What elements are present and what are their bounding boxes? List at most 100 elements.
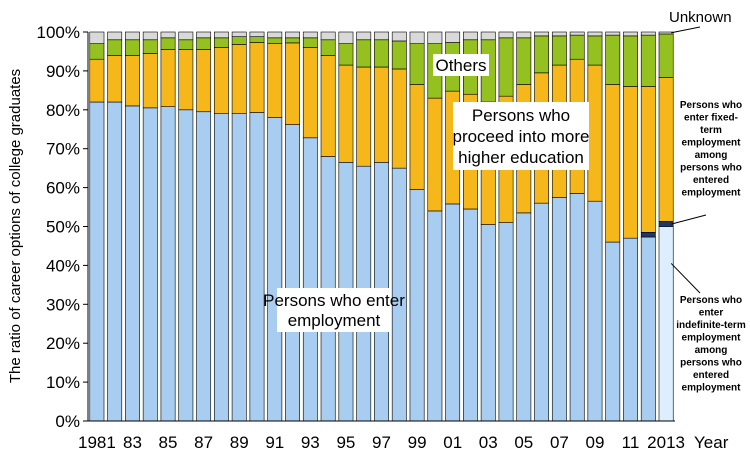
bar-segment bbox=[125, 39, 140, 56]
annotation-indefinite-term-line: entered bbox=[693, 370, 729, 381]
bar-segment bbox=[302, 37, 318, 48]
bar-segment bbox=[445, 203, 461, 422]
annotation-higher-education-line: proceed into more bbox=[452, 127, 589, 146]
bar-segment bbox=[107, 101, 123, 422]
x-tick-label: 09 bbox=[586, 433, 605, 452]
bar-segment bbox=[267, 117, 283, 422]
bar-segment bbox=[640, 236, 656, 422]
bars-layer bbox=[89, 31, 674, 422]
x-tick-label: 05 bbox=[514, 433, 533, 452]
bar-segment bbox=[463, 31, 478, 41]
bar-segment bbox=[409, 43, 425, 85]
bar-segment bbox=[374, 31, 389, 41]
bar-segment bbox=[196, 31, 212, 39]
bar-segment bbox=[623, 237, 638, 422]
bar-segment bbox=[463, 208, 478, 422]
annotation-indefinite-term-line: among bbox=[695, 345, 728, 356]
bar-segment bbox=[516, 37, 532, 85]
leader-indefinite-term bbox=[670, 263, 701, 294]
bar-segment bbox=[427, 97, 443, 212]
annotation-fixed-term-line: among bbox=[695, 150, 728, 161]
bar-segment bbox=[178, 31, 194, 41]
bar-segment bbox=[320, 39, 336, 56]
bar-segment bbox=[605, 84, 621, 243]
annotation-employment-line: Persons who enter bbox=[263, 291, 405, 310]
bar-segment bbox=[498, 37, 514, 97]
bar-segment bbox=[142, 31, 158, 41]
bar-segment bbox=[587, 200, 603, 422]
annotation-fixed-term-line: Persons who bbox=[680, 100, 742, 111]
bar-segment bbox=[249, 31, 265, 37]
bar-segment bbox=[605, 241, 621, 422]
annotation-fixed-term-line: term bbox=[700, 125, 722, 136]
bar-segment bbox=[160, 49, 176, 107]
bar-segment bbox=[302, 47, 318, 139]
label-bg-higher-education bbox=[453, 102, 589, 170]
bar-segment bbox=[285, 124, 300, 422]
annotation-indefinite-term-line: Persons who bbox=[680, 295, 742, 306]
bar-segment bbox=[551, 197, 567, 422]
x-tick-label: 85 bbox=[159, 433, 178, 452]
bar-segment bbox=[480, 224, 496, 422]
annotation-fixed-term-line: entered bbox=[693, 175, 729, 186]
bar-segment bbox=[587, 64, 603, 202]
x-tick-label: 87 bbox=[194, 433, 213, 452]
bar-segment bbox=[285, 42, 300, 125]
bar-segment bbox=[213, 31, 229, 39]
bar-segment bbox=[231, 44, 247, 114]
bar-segment bbox=[249, 42, 265, 113]
bar-segment bbox=[640, 34, 656, 87]
x-tick-label: 01 bbox=[443, 433, 462, 452]
y-tick-label: 0% bbox=[55, 412, 80, 431]
bar-segment bbox=[551, 31, 567, 37]
bar-segment bbox=[89, 31, 105, 44]
bar-segment bbox=[178, 49, 194, 111]
x-tick-label: 11 bbox=[622, 433, 640, 452]
bar-segment bbox=[285, 31, 300, 39]
y-tick-label: 70% bbox=[46, 140, 80, 159]
bar-segment bbox=[338, 43, 354, 66]
y-tick-label: 100% bbox=[37, 23, 80, 42]
bar-segment bbox=[356, 31, 372, 41]
label-bg-others bbox=[433, 54, 489, 76]
y-tick-label: 50% bbox=[46, 218, 80, 237]
bar-segment bbox=[125, 55, 140, 107]
bar-segment bbox=[302, 31, 318, 39]
y-tick-label: 60% bbox=[46, 179, 80, 198]
bar-segment bbox=[658, 226, 674, 422]
bar-segment bbox=[623, 86, 638, 239]
bar-segment bbox=[374, 66, 389, 163]
bar-segment bbox=[125, 31, 140, 41]
bar-segment bbox=[125, 105, 140, 422]
y-tick-label: 20% bbox=[46, 334, 80, 353]
x-tick-label: 07 bbox=[550, 433, 569, 452]
bar-segment bbox=[320, 31, 336, 41]
y-tick-label: 90% bbox=[46, 62, 80, 81]
bar-segment bbox=[142, 39, 158, 54]
annotation-higher-education-line: higher education bbox=[458, 148, 584, 167]
bar-segment bbox=[196, 111, 212, 422]
annotation-fixed-term-line: persons who bbox=[680, 163, 742, 174]
x-tick-label: 95 bbox=[336, 433, 355, 452]
annotation-employment-line: employment bbox=[288, 311, 381, 330]
bar-segment bbox=[267, 31, 283, 39]
bar-segment bbox=[107, 55, 123, 103]
bar-segment bbox=[427, 31, 443, 44]
bar-segment bbox=[213, 113, 229, 422]
y-axis-title-group: The ratio of career options of college g… bbox=[7, 69, 24, 383]
bar-segment bbox=[231, 36, 247, 45]
y-axis-ticks: 0% 10% 20% 30% 40% 50% 60% 70% 80% 90% 100% bbox=[37, 23, 88, 431]
bar-segment bbox=[391, 68, 407, 169]
bar-segment bbox=[302, 137, 318, 422]
bar-segment bbox=[534, 202, 550, 422]
bar-segment bbox=[623, 31, 638, 37]
bar-segment bbox=[213, 37, 229, 48]
bar-segment bbox=[320, 55, 336, 157]
x-tick-label: 2013 bbox=[647, 433, 685, 452]
x-tick-label: 93 bbox=[301, 433, 320, 452]
annotation-indefinite-term-line: employment bbox=[682, 383, 742, 394]
bar-segment bbox=[89, 101, 105, 422]
bar-segment bbox=[623, 35, 638, 87]
bar-segment bbox=[569, 34, 585, 60]
